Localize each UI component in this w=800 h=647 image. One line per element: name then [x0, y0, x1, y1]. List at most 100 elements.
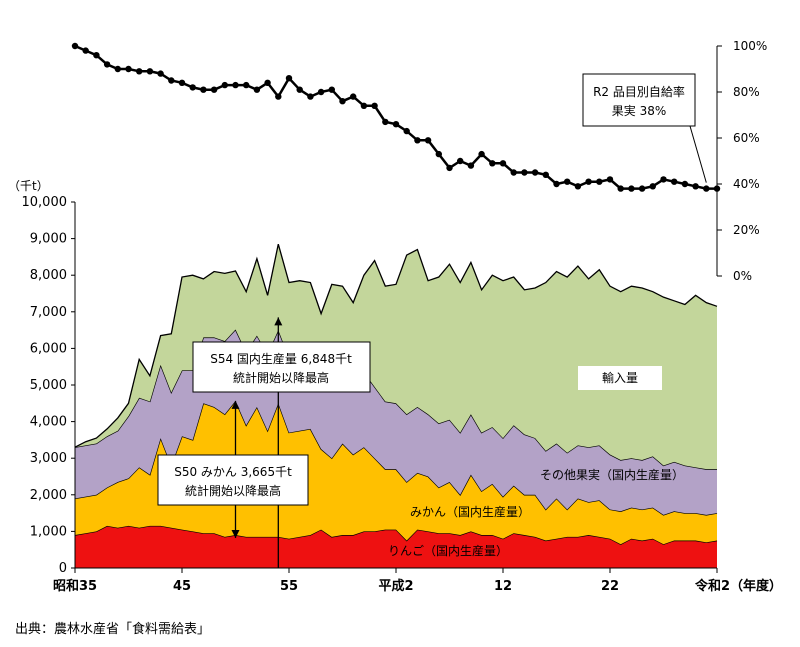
x-tick-label: 令和2（年度） [695, 578, 782, 594]
axes: （千t） 0 1,000 2,000 3,000 4,000 5,000 6,000 7,000… [8, 39, 782, 594]
series-label-1: りんご（国内生産量） [388, 543, 508, 558]
x-tick-label: 12 [494, 579, 512, 594]
ratio-point [606, 176, 614, 183]
ratio-point [414, 137, 421, 144]
ratio-point [435, 150, 442, 158]
y-tick-label: 2,000 [30, 488, 67, 503]
ratio-point [168, 77, 175, 84]
ratio-point [146, 68, 154, 75]
ratio-point [114, 65, 122, 73]
y2-tick-label: 80% [733, 85, 760, 99]
ratio-point [264, 79, 271, 87]
x-tick-label: 22 [601, 579, 619, 594]
ratio-point [531, 169, 539, 176]
source-note: 出典：農林水産省「食料需給表」 [15, 622, 211, 637]
ratio-point [703, 185, 710, 192]
ratio-point [200, 86, 207, 93]
ratio-point [628, 185, 635, 192]
callout-s50-box [157, 454, 309, 506]
ratio-point [553, 180, 560, 188]
ratio-point [178, 79, 186, 87]
y-tick-label: 7,000 [30, 305, 67, 320]
ratio-point [617, 185, 624, 192]
callout-r2-line2: 果実 38% [612, 103, 667, 118]
y2-tick-label: 60% [733, 131, 760, 145]
ratio-point [382, 118, 389, 126]
ratio-point [467, 162, 475, 169]
callout-s54-line1: S54 国内生産量 6,848千t [210, 351, 352, 366]
ratio-point [403, 127, 410, 135]
ratio-point [542, 171, 549, 178]
ratio-point [275, 93, 282, 100]
ratio-point [574, 183, 582, 190]
y-tick-label: 10,000 [22, 195, 68, 210]
callout-s50-line1: S50 みかん 3,665千t [174, 465, 292, 479]
y2-tick-label: 20% [733, 223, 760, 237]
y-tick-label: 5,000 [30, 378, 67, 393]
ratio-point [478, 150, 485, 158]
peak-s50-arrowhead-top [231, 400, 240, 409]
ratio-point [210, 86, 218, 93]
self-sufficiency-line [71, 42, 721, 192]
callout-r2-arrow [689, 125, 707, 183]
ratio-point [521, 169, 528, 176]
x-tick-label: 平成2 [378, 578, 413, 594]
ratio-point [457, 157, 464, 165]
series-label-4: 輸入量 [602, 370, 638, 385]
peak-s54-arrowhead [274, 317, 283, 326]
stacked-areas [74, 243, 718, 568]
ratio-point [328, 86, 335, 93]
ratio-point [360, 102, 368, 110]
ratio-point [424, 137, 432, 144]
ratio-point [499, 160, 507, 167]
ratio-point [253, 86, 261, 93]
ratio-point [660, 176, 667, 183]
ratio-point [136, 68, 143, 75]
callout-s54-line2: 統計開始以降最高 [233, 370, 329, 385]
ratio-point [350, 93, 357, 100]
import-label-box [578, 366, 662, 390]
x-tick-label: 昭和35 [53, 578, 97, 594]
callout-r2-box [582, 73, 696, 127]
ratio-point [189, 84, 196, 91]
ratio-point [585, 178, 592, 185]
x-tick-label: 45 [173, 579, 191, 594]
series-label-3: その他果実（国内生産量） [540, 467, 684, 482]
ratio-point [564, 178, 571, 185]
x-tick-label: 55 [280, 579, 298, 594]
y2-tick-label: 0% [733, 269, 752, 283]
ratio-point [71, 42, 79, 50]
ratio-point [296, 86, 303, 93]
ratio-point [317, 88, 325, 96]
ratio-point [692, 183, 699, 190]
y-tick-label: 0 [59, 561, 67, 576]
peak-s50-arrowhead-bottom [231, 530, 240, 538]
y-tick-label: 4,000 [30, 415, 67, 430]
series-label-2: みかん（国内生産量） [410, 504, 530, 519]
ratio-point [243, 81, 250, 89]
ratio-point [125, 65, 132, 73]
ratio-point [681, 180, 689, 188]
ratio-point [489, 160, 496, 167]
ratio-point [671, 178, 678, 185]
callout-s54-box [192, 341, 371, 393]
area-series-4 [75, 244, 717, 470]
callout-r2-line1: R2 品目別自給率 [593, 84, 685, 99]
ratio-point [93, 52, 100, 59]
series-labels: りんご（国内生産量） みかん（国内生産量） その他果実（国内生産量） 輸入量 [388, 366, 684, 558]
ratio-point [446, 164, 453, 172]
ratio-point [638, 185, 646, 192]
y2-tick-label: 100% [733, 39, 767, 53]
ratio-point [157, 70, 164, 77]
ratio-point [232, 81, 239, 89]
ratio-point [392, 121, 400, 128]
ratio-point [510, 169, 517, 176]
callout-s50-line2: 統計開始以降最高 [185, 483, 281, 498]
ratio-point [285, 75, 293, 82]
y-tick-label: 8,000 [30, 268, 67, 283]
ratio-point [713, 185, 721, 192]
y-axis-unit: （千t） [8, 179, 49, 193]
area-series-4-outline [74, 243, 718, 448]
ratio-point [596, 178, 603, 185]
